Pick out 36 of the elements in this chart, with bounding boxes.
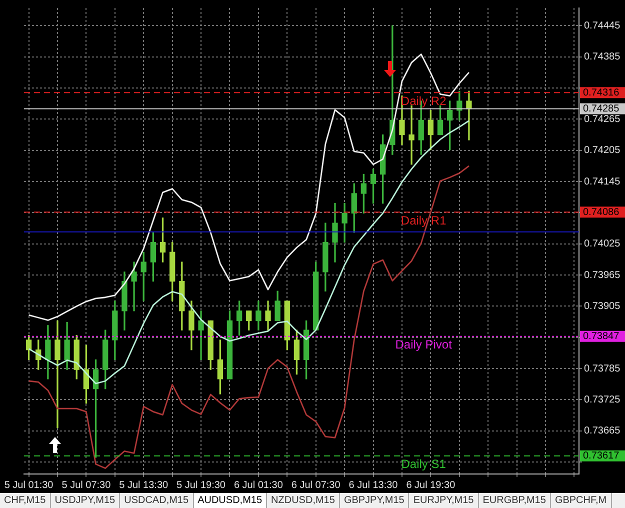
y-tick-label: 0.74205	[584, 145, 621, 156]
text: 0.73617	[583, 450, 620, 462]
y-tick-label: 0.73665	[584, 426, 621, 437]
text: NZDUSD,M15	[267, 493, 340, 508]
text: 0.74285	[583, 104, 620, 115]
text: GBPJPY,M15	[340, 493, 410, 508]
x-tick-label: 6 Jul 07:30	[291, 480, 341, 491]
text: USDCAD,M15	[120, 493, 194, 508]
text: AUDUSD,M15	[194, 493, 268, 508]
x-tick-label: 6 Jul 19:30	[406, 480, 456, 491]
y-tick-label: 0.73965	[584, 270, 621, 281]
text: 0.74316	[583, 87, 620, 98]
y-tick-label: 0.74025	[584, 238, 621, 250]
x-tick-label: 6 Jul 01:30	[234, 480, 284, 491]
ref-line-label: Daily S1	[401, 457, 446, 472]
y-tick-label: 0.73725	[584, 394, 621, 406]
y-tick-label: 0.73785	[584, 363, 621, 374]
x-tick-label: 5 Jul 07:30	[62, 480, 112, 491]
x-tick-label: 5 Jul 01:30	[4, 480, 54, 491]
ref-line-label: Daily Pivot	[395, 338, 453, 352]
y-tick-label: 0.74445	[584, 20, 621, 32]
text: 0.74086	[583, 206, 620, 218]
x-tick-label: 6 Jul 13:30	[348, 480, 398, 491]
text: CHF,M15	[0, 493, 51, 508]
x-tick-label: 5 Jul 19:30	[176, 480, 226, 491]
y-tick-label: 0.74385	[584, 52, 621, 63]
text: EURJPY,M15	[409, 493, 479, 508]
text: EURGBP,M15	[478, 493, 551, 508]
y-tick-label: 0.74265	[584, 114, 621, 125]
ref-line-label: Daily R1	[400, 213, 447, 228]
y-tick-label: 0.73905	[584, 300, 621, 312]
text: 0.73847	[583, 331, 620, 342]
y-tick-label: 0.74145	[584, 176, 621, 188]
x-tick-label: 5 Jul 13:30	[119, 480, 169, 491]
text: GBPCHF,M	[550, 493, 612, 508]
text: USDJPY,M15	[50, 493, 120, 508]
